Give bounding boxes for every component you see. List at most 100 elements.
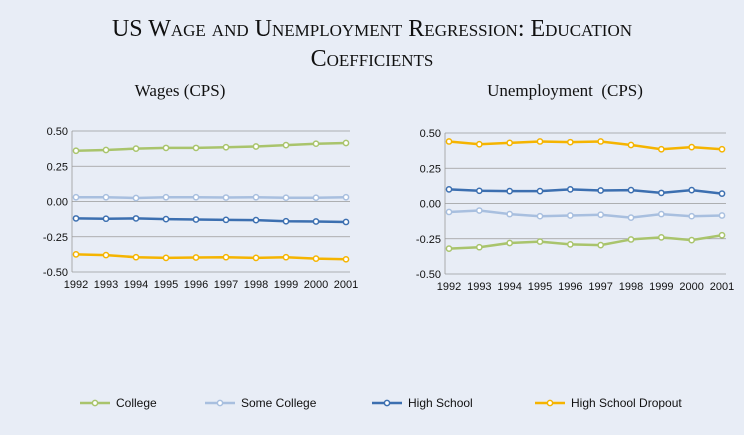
point [342,218,350,226]
x-tick-label: 1997 [214,279,238,291]
point [252,143,260,150]
x-tick-label: 2001 [334,279,358,291]
series-line [75,217,347,224]
x-tick-label: 1998 [619,281,643,293]
point [252,254,260,262]
y-tick-label: 0.00 [420,199,441,211]
x-tick-label: 1998 [244,279,268,291]
point [566,241,574,248]
point [718,190,726,197]
point [506,210,514,218]
point [718,231,726,239]
point [102,215,110,223]
point [282,194,290,202]
point [282,217,290,225]
point [192,254,200,261]
point [222,143,230,151]
x-tick-label: 2000 [304,279,328,291]
x-tick-label: 1999 [274,279,298,291]
x-tick-label: 1994 [497,281,521,293]
point [162,193,170,201]
point [72,147,80,155]
y-tick-label: 0.50 [47,126,68,138]
point [162,215,170,223]
point [445,138,453,145]
point [102,193,110,201]
legend-label: Some College [241,396,317,410]
point [566,138,574,146]
point [566,212,574,219]
point [342,139,350,147]
point [657,233,665,241]
point [132,253,140,261]
point [536,187,544,195]
point [657,189,665,197]
series-line [76,196,347,200]
point [192,216,200,223]
point [597,211,605,219]
point [536,212,544,220]
point [312,194,320,202]
point [192,193,200,201]
point [72,251,80,258]
point [102,251,110,259]
chart-title: US Wage and Unemployment Regression: Edu… [111,16,633,72]
point [445,245,453,252]
point [657,210,665,218]
x-tick-label: 1992 [437,281,461,293]
point [72,193,80,201]
series-line [75,141,347,152]
point [342,193,350,201]
point [475,207,483,214]
point [506,139,514,147]
y-tick-label: 0.50 [420,128,441,140]
point [688,212,696,220]
point [627,141,635,149]
legend-marker [546,399,554,407]
x-tick-label: 1995 [528,281,552,293]
series-line [448,188,723,195]
x-tick-label: 1997 [588,281,612,293]
point [506,187,514,195]
panel-title: Wages (CPS) [135,81,226,100]
point [162,144,170,152]
series-line [448,209,723,219]
y-tick-label: -0.50 [43,267,68,279]
point [627,236,635,243]
point [718,145,726,153]
point [627,214,635,221]
x-tick-label: 1992 [64,279,88,291]
series-line [448,140,723,151]
point [192,144,200,152]
point [222,216,230,224]
point [132,194,140,202]
x-tick-label: 1996 [184,279,208,291]
point [282,141,290,149]
point [688,143,696,151]
point [102,146,110,154]
legend-marker [216,399,224,407]
point [536,238,544,245]
point [162,254,170,262]
point [475,187,483,195]
point [536,138,544,145]
point [252,193,260,201]
series-line [448,233,723,250]
point [718,212,726,219]
legend-label: High School [408,396,473,410]
y-tick-label: -0.25 [43,232,68,244]
point [597,241,605,249]
x-tick-label: 1995 [154,279,178,291]
point [72,215,80,222]
point [312,255,320,262]
point [222,253,230,261]
point [566,186,574,193]
legend-label: College [116,396,157,410]
x-tick-label: 1996 [558,281,582,293]
legend-label: High School Dropout [571,396,682,410]
x-tick-label: 1993 [94,279,118,291]
legend-marker [383,399,391,407]
panel-title: Unemployment (CPS) [487,81,643,100]
point [627,186,635,194]
